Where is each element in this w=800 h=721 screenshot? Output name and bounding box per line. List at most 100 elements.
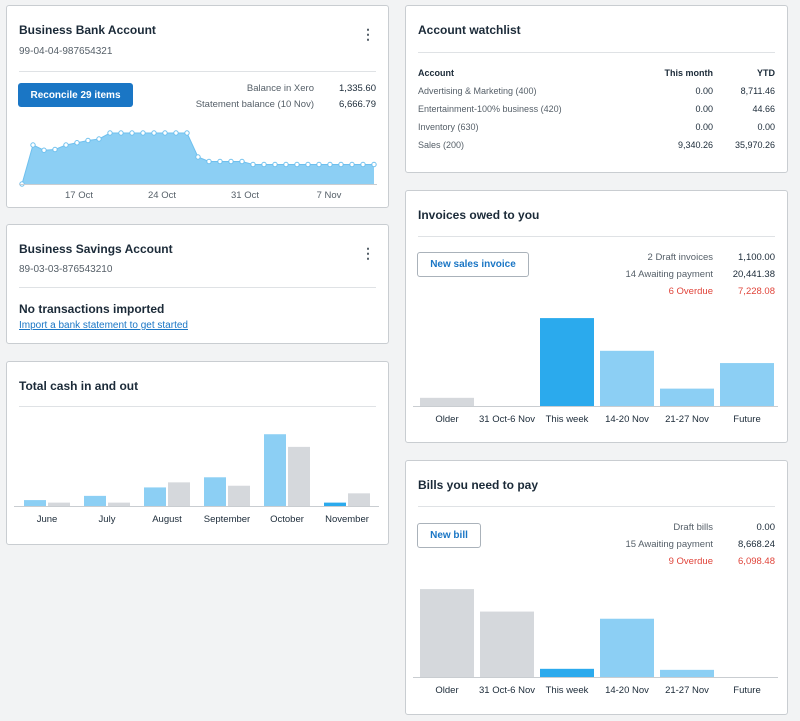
x-tick-label: Future (733, 414, 760, 425)
header-ytd: YTD (757, 68, 775, 78)
overdue-row[interactable]: 6 Overdue 7,228.08 (575, 286, 775, 298)
draft-invoices-row[interactable]: 2 Draft invoices 1,100.00 (575, 252, 775, 264)
bar (540, 318, 594, 406)
header-account: Account (418, 68, 454, 78)
savings-account-card: Business Savings Account 89-03-03-876543… (6, 224, 389, 344)
watchlist-row[interactable]: Entertainment-100% business (420) 0.00 4… (418, 104, 775, 114)
savings-account-number: 89-03-03-876543210 (19, 264, 113, 275)
invoices-title[interactable]: Invoices owed to you (418, 208, 540, 222)
watchlist-row[interactable]: Advertising & Marketing (400) 0.00 8,711… (418, 86, 775, 96)
row-this-month: 0.00 (695, 122, 713, 132)
balance-point (305, 161, 311, 168)
x-tick-label: 31 Oct (231, 190, 259, 201)
no-transactions-title: No transactions imported (19, 302, 165, 316)
draft-invoices-label: 2 Draft invoices (647, 252, 713, 263)
divider (418, 236, 775, 237)
bills-title[interactable]: Bills you need to pay (418, 478, 539, 492)
divider (418, 506, 775, 507)
draft-bills-label: Draft bills (673, 522, 713, 533)
balance-point (283, 161, 289, 168)
balance-point (140, 130, 146, 136)
statement-balance-value: 6,666.79 (339, 99, 376, 110)
bank-account-title[interactable]: Business Bank Account (19, 23, 156, 37)
balance-point (41, 147, 47, 153)
statement-balance-label: Statement balance (10 Nov) (195, 99, 314, 110)
bank-more-icon[interactable]: ⋮ (361, 26, 375, 42)
cash-in-out-title[interactable]: Total cash in and out (19, 379, 139, 393)
overdue-value: 6,098.48 (738, 556, 775, 567)
balance-point (173, 130, 179, 136)
balance-point (52, 146, 58, 153)
overdue-label: 9 Overdue (668, 556, 713, 567)
x-tick-label: September (204, 514, 250, 525)
bar (600, 618, 654, 677)
overdue-label: 6 Overdue (668, 286, 713, 297)
balance-point (327, 161, 333, 168)
bank-account-number: 99-04-04-987654321 (19, 46, 113, 57)
balance-point (371, 161, 377, 168)
watchlist-row[interactable]: Inventory (630) 0.00 0.00 (418, 122, 775, 132)
bar (420, 589, 474, 677)
row-account: Sales (200) (418, 140, 465, 150)
watchlist-title[interactable]: Account watchlist (418, 23, 521, 37)
x-tick-label: This week (546, 414, 589, 425)
row-account: Entertainment-100% business (420) (418, 104, 562, 114)
awaiting-payment-value: 20,441.38 (732, 269, 775, 280)
bills-to-pay-card: Bills you need to pay New bill Draft bil… (405, 460, 788, 715)
bar-in (24, 500, 46, 506)
reconcile-button[interactable]: Reconcile 29 items (18, 83, 133, 107)
x-tick-label: 14-20 Nov (605, 414, 649, 425)
x-tick-label: August (152, 514, 182, 525)
awaiting-payment-row[interactable]: 14 Awaiting payment 20,441.38 (575, 269, 776, 281)
new-bill-button[interactable]: New bill (417, 523, 481, 548)
draft-bills-row[interactable]: Draft bills 0.00 (575, 522, 775, 534)
bar-out (48, 502, 70, 506)
bar-in (264, 434, 286, 506)
bar (540, 668, 594, 677)
balance-point (338, 161, 344, 168)
row-account: Inventory (630) (418, 122, 479, 132)
balance-point (206, 158, 212, 165)
x-tick-label: This week (546, 685, 589, 696)
balance-point (118, 130, 124, 136)
x-tick-label: 21-27 Nov (665, 414, 709, 425)
watchlist-header: Account This month YTD (418, 68, 775, 78)
divider (19, 406, 376, 407)
draft-bills-value: 0.00 (756, 522, 776, 533)
bar-in (144, 487, 166, 506)
x-tick-label: June (37, 514, 58, 525)
row-ytd: 0.00 (757, 122, 775, 132)
row-this-month: 9,340.26 (677, 140, 713, 150)
import-statement-link[interactable]: Import a bank statement to get started (19, 320, 188, 331)
balance-point (349, 161, 355, 168)
overdue-value: 7,228.08 (738, 286, 775, 297)
bar-out (168, 482, 190, 506)
x-tick-label: July (99, 514, 116, 525)
row-account: Advertising & Marketing (400) (418, 86, 537, 96)
savings-account-title[interactable]: Business Savings Account (19, 242, 173, 256)
invoices-owed-chart: Older 31 Oct-6 Nov This week 14-20 Nov 21-27… (413, 318, 778, 425)
balance-in-xero-value: 1,335.60 (339, 83, 376, 94)
bills-to-pay-chart: Older 31 Oct-6 Nov This week 14-20 Nov 21-27… (413, 589, 778, 696)
savings-more-icon[interactable]: ⋮ (361, 245, 375, 261)
balance-point (107, 130, 113, 136)
row-ytd: 8,711.46 (740, 86, 775, 96)
balance-point (250, 161, 256, 168)
bar-in (84, 495, 106, 506)
awaiting-payment-row[interactable]: 15 Awaiting payment 8,668.24 (575, 539, 776, 551)
watchlist-row[interactable]: Sales (200) 9,340.26 35,970.26 (418, 140, 775, 150)
statement-balance-row: Statement balance (10 Nov) 6,666.79 (136, 99, 376, 111)
x-tick-label: Older (435, 414, 458, 425)
bar-out (288, 446, 310, 506)
balance-point (151, 130, 157, 136)
x-tick-label: 14-20 Nov (605, 685, 649, 696)
balance-point (228, 158, 234, 165)
x-tick-label: 7 Nov (317, 190, 342, 201)
awaiting-payment-label: 15 Awaiting payment (625, 539, 714, 550)
balance-point (74, 140, 80, 146)
divider (19, 71, 376, 72)
divider (418, 52, 775, 53)
overdue-row[interactable]: 9 Overdue 6,098.48 (575, 556, 775, 568)
new-sales-invoice-button[interactable]: New sales invoice (417, 252, 529, 277)
bar-in (324, 502, 346, 506)
